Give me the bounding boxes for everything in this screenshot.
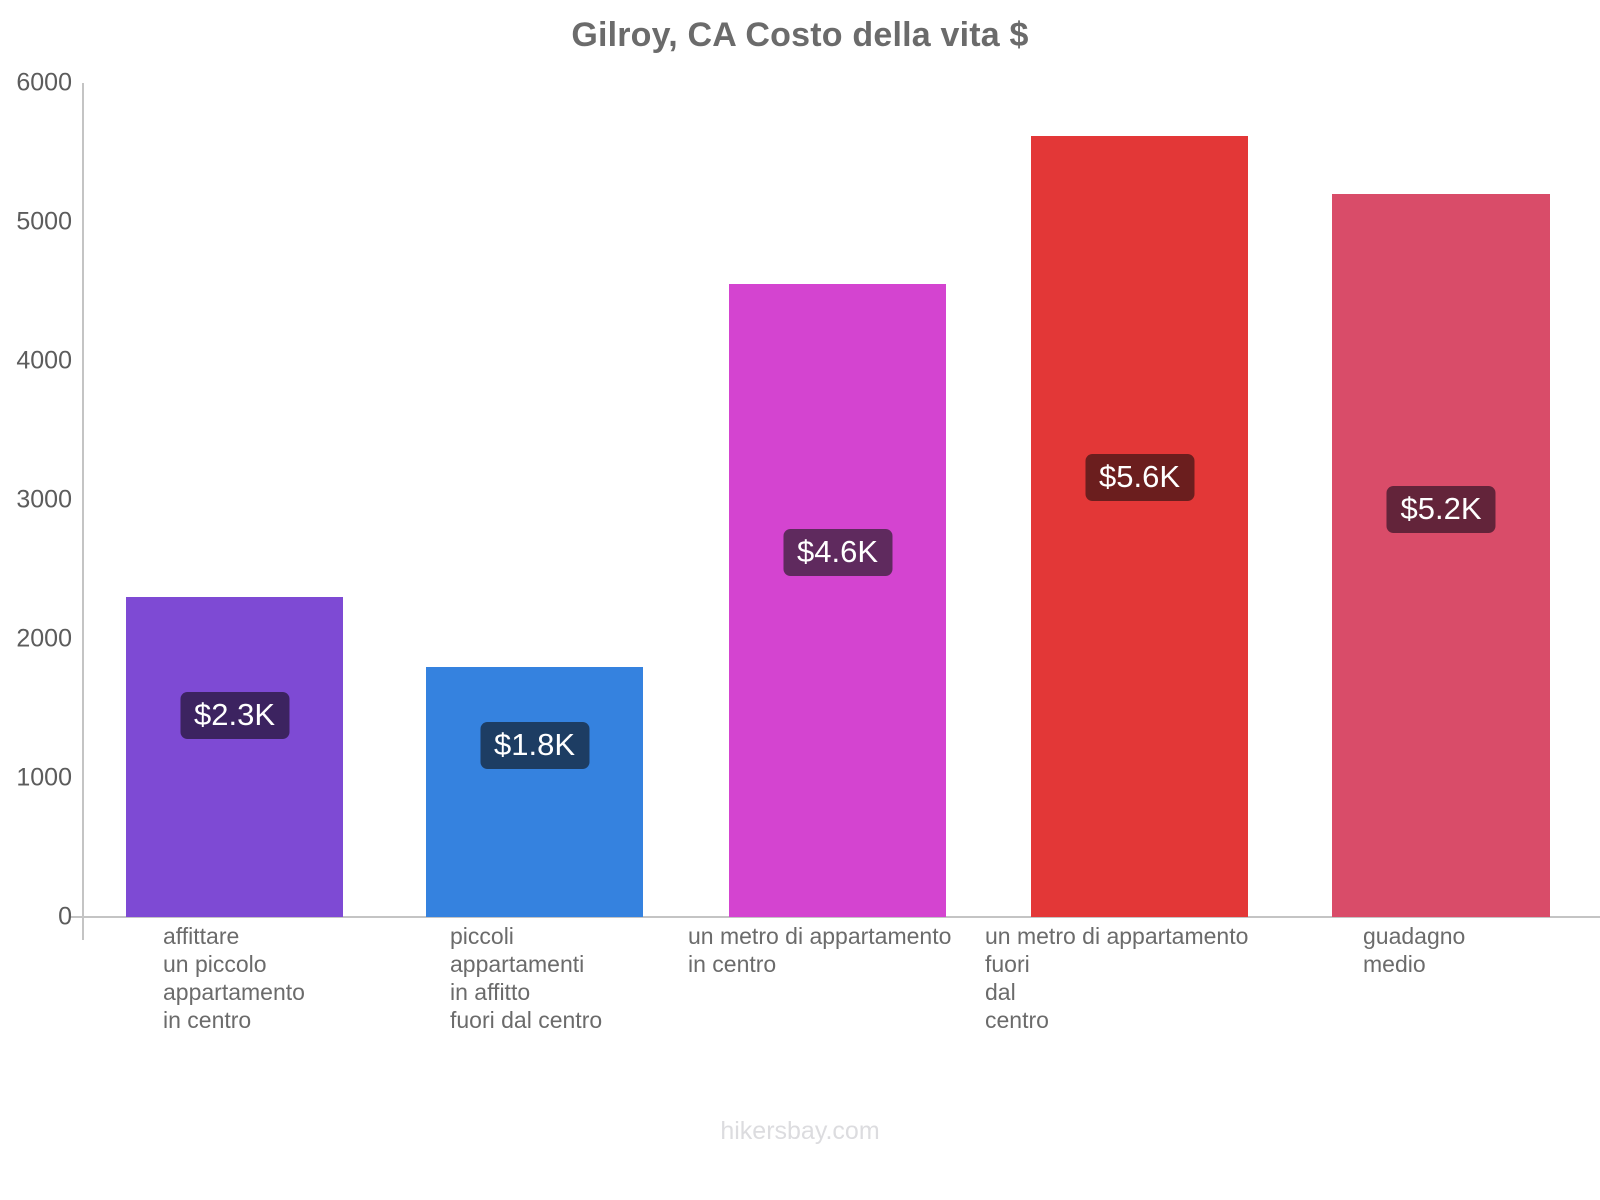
x-axis-category-label: un metro di appartamento fuori dal centr… bbox=[985, 923, 1249, 1034]
y-axis-tick-label: 1000 bbox=[16, 763, 72, 792]
y-axis-tick-label: 3000 bbox=[16, 485, 72, 514]
bar[interactable]: $2.3K bbox=[126, 597, 343, 917]
y-axis-tick-label: 2000 bbox=[16, 624, 72, 653]
x-axis-category-label: piccoli appartamenti in affitto fuori da… bbox=[450, 923, 603, 1034]
chart-title: Gilroy, CA Costo della vita $ bbox=[571, 16, 1029, 54]
x-axis-line bbox=[70, 916, 1600, 918]
y-axis-line bbox=[82, 83, 84, 940]
y-axis-tick-label: 0 bbox=[58, 902, 72, 931]
x-axis-category-label: un metro di appartamento in centro bbox=[688, 923, 952, 978]
bar-value-label: $4.6K bbox=[782, 529, 893, 576]
plot-area: $2.3K $1.8K $4.6K $5.6K $5.2K bbox=[82, 83, 1600, 917]
bar-value-label: $5.2K bbox=[1386, 486, 1496, 534]
watermark: hikersbay.com bbox=[720, 1117, 880, 1145]
y-axis-tick-label: 6000 bbox=[16, 68, 72, 97]
bar[interactable]: $5.2K bbox=[1332, 194, 1550, 917]
y-axis-tick-label: 4000 bbox=[16, 346, 72, 375]
y-axis-tick-label: 5000 bbox=[16, 207, 72, 236]
bar-value-label: $5.6K bbox=[1084, 453, 1195, 501]
x-axis-category-label: affittare un piccolo appartamento in cen… bbox=[163, 923, 305, 1034]
bar-value-label: $2.3K bbox=[179, 692, 290, 740]
bar-value-label: $1.8K bbox=[479, 721, 590, 769]
bar[interactable]: $4.6K bbox=[729, 284, 946, 917]
bar[interactable]: $5.6K bbox=[1031, 135, 1248, 917]
bar[interactable]: $1.8K bbox=[426, 666, 643, 917]
x-axis-category-label: guadagno medio bbox=[1363, 923, 1466, 978]
